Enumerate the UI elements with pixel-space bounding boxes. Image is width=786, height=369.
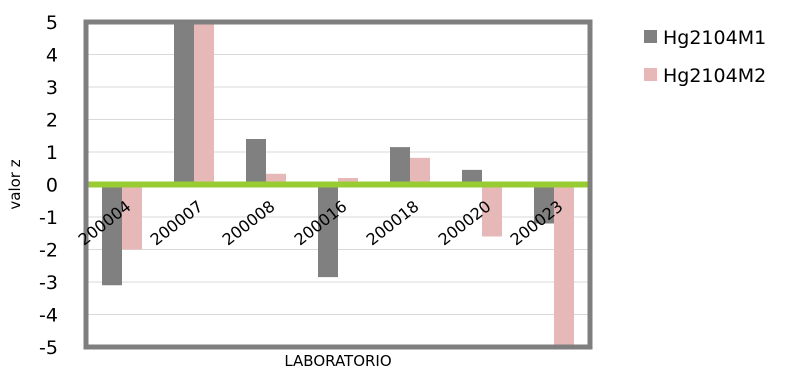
y-tick-label: -1: [39, 207, 58, 229]
y-tick-label: 4: [46, 45, 58, 67]
plot-frame: [83, 19, 593, 350]
bars: [102, 22, 574, 347]
x-category-label: 200018: [363, 197, 423, 250]
legend-swatch-Hg2104M1: [644, 30, 657, 43]
bar-Hg2104M2-200007: [194, 22, 214, 185]
y-tick-label: -4: [39, 305, 58, 327]
bar-Hg2104M1-200023: [534, 184, 554, 224]
x-category-label: 200007: [147, 197, 207, 250]
bar-Hg2104M1-200016: [318, 184, 338, 278]
legend-label: Hg2104M2: [663, 65, 766, 87]
bar-Hg2104M2-200004: [122, 184, 142, 250]
y-tick-labels: 5 4 3 2 1 0 -1 -2 -3 -4 -5: [39, 12, 58, 359]
bar-Hg2104M1-200004: [102, 184, 122, 286]
y-tick-label: 0: [46, 175, 58, 197]
bar-Hg2104M1-200020: [462, 169, 482, 185]
y-tick-label: 1: [46, 142, 58, 164]
bar-Hg2104M1-200018: [390, 147, 410, 185]
bar-Hg2104M2-200018: [410, 157, 430, 185]
y-tick-label: 2: [46, 110, 58, 132]
bar-Hg2104M1-200008: [246, 139, 266, 185]
legend-label: Hg2104M1: [663, 27, 766, 49]
bar-Hg2104M2-200008: [266, 173, 286, 185]
y-tick-label: 3: [46, 77, 58, 99]
y-tick-label: -3: [39, 272, 58, 294]
legend: Hg2104M1 Hg2104M2: [644, 27, 766, 87]
bar-Hg2104M2-200016: [338, 178, 358, 185]
legend-swatch-Hg2104M2: [644, 68, 657, 81]
y-tick-label: 5: [46, 12, 58, 34]
bar-Hg2104M1-200007: [174, 22, 194, 185]
bar-Hg2104M2-200023: [554, 184, 574, 347]
x-axis-title: LABORATORIO: [284, 352, 391, 369]
x-category-label: 200008: [219, 197, 279, 250]
y-axis-title: valor z: [6, 159, 24, 209]
y-tick-label: -5: [39, 337, 58, 359]
y-tick-label: -2: [39, 240, 58, 262]
bar-Hg2104M2-200020: [482, 184, 502, 237]
